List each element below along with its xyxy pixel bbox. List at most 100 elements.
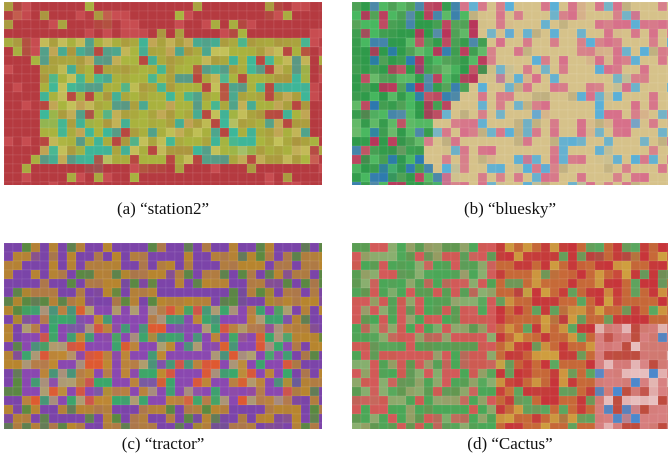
block — [549, 413, 560, 424]
block — [4, 91, 14, 102]
block — [93, 243, 104, 253]
block — [396, 296, 407, 307]
block — [48, 314, 59, 325]
block — [441, 260, 452, 271]
block — [603, 422, 614, 429]
block — [504, 19, 515, 30]
block — [57, 350, 68, 361]
block — [522, 314, 533, 325]
block — [657, 91, 668, 102]
block — [352, 64, 362, 75]
block — [183, 82, 194, 93]
block — [612, 145, 623, 156]
block — [522, 413, 533, 424]
block — [504, 28, 515, 39]
block — [138, 404, 149, 415]
block — [666, 172, 668, 183]
block — [174, 368, 185, 379]
block — [513, 422, 524, 429]
block — [531, 127, 542, 138]
block — [549, 82, 560, 93]
block — [246, 323, 257, 334]
block — [4, 287, 14, 298]
block — [75, 91, 86, 102]
block — [450, 323, 461, 334]
block — [75, 163, 86, 174]
block — [441, 287, 452, 298]
block — [84, 28, 95, 39]
block — [567, 73, 578, 84]
block — [120, 341, 131, 352]
block — [630, 422, 641, 429]
block — [441, 10, 452, 21]
block — [414, 127, 425, 138]
block — [594, 28, 605, 39]
block — [630, 91, 641, 102]
block — [423, 413, 434, 424]
block — [657, 28, 668, 39]
block — [183, 28, 194, 39]
block — [111, 64, 122, 75]
block — [441, 181, 452, 185]
block — [273, 55, 284, 66]
block — [585, 145, 596, 156]
block — [21, 181, 32, 185]
block — [414, 368, 425, 379]
block — [432, 377, 443, 388]
block — [513, 314, 524, 325]
block — [111, 395, 122, 406]
block — [576, 305, 587, 316]
block — [309, 136, 320, 147]
block — [531, 109, 542, 120]
block — [405, 287, 416, 298]
block — [39, 323, 50, 334]
block — [558, 377, 569, 388]
block — [360, 413, 371, 424]
block — [300, 10, 311, 21]
block — [183, 260, 194, 271]
block — [66, 422, 77, 429]
block — [468, 341, 479, 352]
block — [630, 278, 641, 289]
block — [273, 82, 284, 93]
block — [621, 323, 632, 334]
block — [120, 296, 131, 307]
block — [594, 163, 605, 174]
block — [138, 377, 149, 388]
block — [558, 314, 569, 325]
block — [48, 269, 59, 280]
block — [387, 2, 398, 12]
block — [352, 73, 362, 84]
block — [318, 260, 322, 271]
block — [309, 19, 320, 30]
block — [156, 350, 167, 361]
block — [540, 91, 551, 102]
block — [576, 10, 587, 21]
block — [549, 404, 560, 415]
block — [549, 127, 560, 138]
block — [352, 251, 362, 262]
block — [630, 296, 641, 307]
block — [468, 350, 479, 361]
block — [603, 163, 614, 174]
block — [369, 413, 380, 424]
block — [300, 296, 311, 307]
block — [486, 100, 497, 111]
block — [396, 377, 407, 388]
block — [192, 91, 203, 102]
block — [111, 118, 122, 129]
block — [165, 305, 176, 316]
block — [264, 278, 275, 289]
block — [387, 377, 398, 388]
block — [39, 181, 50, 185]
block — [183, 46, 194, 57]
block — [369, 395, 380, 406]
block — [405, 251, 416, 262]
block — [120, 269, 131, 280]
block — [264, 287, 275, 298]
block — [369, 55, 380, 66]
block — [369, 287, 380, 298]
block — [477, 136, 488, 147]
block — [477, 10, 488, 21]
block — [75, 243, 86, 253]
